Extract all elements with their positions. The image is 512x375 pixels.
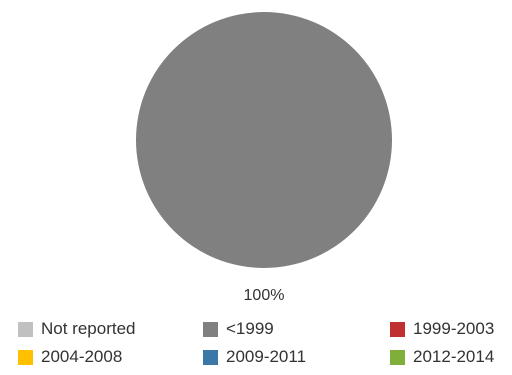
legend-item: Not reported <box>18 318 136 340</box>
legend-label: 2009-2011 <box>226 347 307 366</box>
legend-item: 2012-2014 <box>390 346 494 368</box>
pie-data-labels: 100% <box>244 287 285 304</box>
legend-label: 1999-2003 <box>413 319 495 338</box>
pie-slice-1999 <box>136 12 392 268</box>
pie-data-label: 100% <box>244 287 285 304</box>
chart-legend: Not reported <1999 1999-2003 2004-2008 2009-… <box>0 312 512 372</box>
legend-swatch <box>390 321 405 337</box>
legend-item: 1999-2003 <box>390 318 494 340</box>
legend-item: 2009-2011 <box>203 346 306 368</box>
legend-swatch <box>18 349 33 365</box>
legend-label: Not reported <box>41 319 136 338</box>
legend-label: 2004-2008 <box>41 347 123 366</box>
legend-label: 2012-2014 <box>413 347 495 366</box>
legend-label: <1999 <box>226 319 274 338</box>
legend-swatch <box>18 321 33 337</box>
legend-swatch <box>390 349 405 365</box>
pie-slices <box>136 12 392 268</box>
legend-swatch <box>203 349 218 365</box>
legend-item: <1999 <box>203 318 274 340</box>
legend-item: 2004-2008 <box>18 346 122 368</box>
legend-swatch <box>203 321 218 337</box>
